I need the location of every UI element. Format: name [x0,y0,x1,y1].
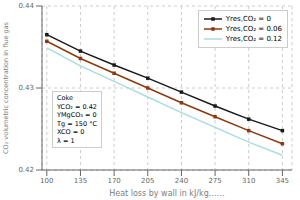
svg-text:170: 170 [107,177,120,185]
svg-text:100: 100 [40,177,53,185]
html-text:Coke YCO₂ = 0.42 YMgCO₃ = 0 Tg: Coke YCO₂ = 0.42 YMgCO₃ = 0 Tg = 150 °C … [57,94,97,145]
svg-text:Heat loss by wall in kJ/kg……: Heat loss by wall in kJ/kg…… [109,189,225,198]
svg-text:0.44: 0.44 [18,2,34,10]
svg-text:345: 345 [276,177,289,185]
html-text:Yres,CO₂ = 0.12: Yres,CO₂ = 0.12 [225,35,282,43]
html-text:Yres,CO₂ = 0: Yres,CO₂ = 0 [225,15,271,23]
svg-text:CO₂ volumetric concentration i: CO₂ volumetric concentration in flue gas [8,21,10,154]
svg-text:0.43: 0.43 [18,84,34,92]
svg-text:205: 205 [141,177,154,185]
svg-text:135: 135 [74,177,87,185]
html-text:Yres,CO₂ = 0.06: Yres,CO₂ = 0.06 [225,25,282,33]
svg-text:310: 310 [242,177,255,185]
svg-text:240: 240 [175,177,188,185]
svg-text:0.42: 0.42 [18,166,34,174]
svg-text:275: 275 [208,177,221,185]
